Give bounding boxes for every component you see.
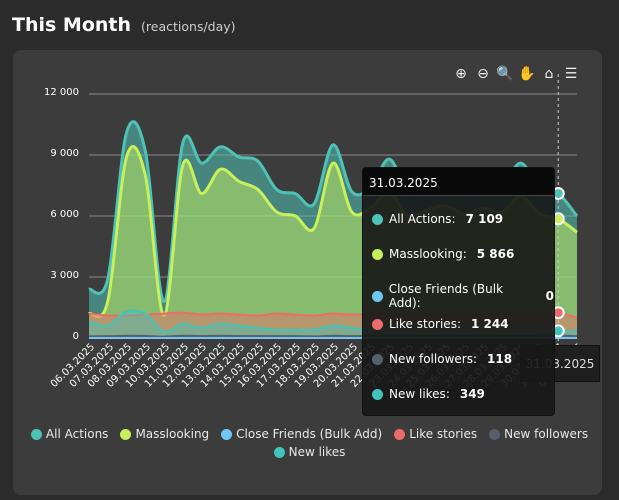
tooltip-series-dot (372, 388, 383, 400)
tooltip-row: New followers: 118 (372, 352, 512, 366)
menu-icon[interactable]: ☰ (564, 66, 578, 82)
y-tick-label: 3 000 (50, 270, 79, 281)
legend-dot (221, 428, 233, 440)
tooltip-series-dot (372, 290, 383, 302)
tooltip-series-label: Like stories: (389, 317, 461, 331)
tooltip-series-dot (372, 213, 383, 225)
y-tick-label: 6 000 (50, 209, 79, 220)
tooltip-series-value: 5 866 (476, 247, 515, 261)
legend-dot (394, 428, 406, 440)
tooltip-row: Masslooking: 5 866 (372, 247, 514, 261)
zoom-in-icon[interactable]: ⊕ (455, 66, 467, 82)
tooltip-series-dot (372, 353, 383, 365)
legend-label: Close Friends (Bulk Add) (236, 427, 383, 441)
tooltip-series-label: New followers: (389, 352, 477, 366)
chart-legend: All Actions Masslooking Close Friends (Bul… (0, 427, 619, 459)
zoom-out-icon[interactable]: ⊖ (477, 66, 489, 82)
selection-zoom-icon[interactable]: 🔍 (496, 66, 514, 82)
legend-label: All Actions (45, 427, 109, 441)
legend-dot (30, 428, 42, 440)
legend-label: New likes (288, 445, 346, 459)
legend-item-masslooking[interactable]: Masslooking (120, 427, 209, 441)
legend-item-all-actions[interactable]: All Actions (30, 427, 109, 441)
legend-dot (273, 446, 285, 458)
legend-item-like-stories[interactable]: Like stories (394, 427, 477, 441)
tooltip-series-label: New likes: (389, 387, 450, 401)
legend-dot (120, 428, 132, 440)
legend-dot (489, 428, 501, 440)
tooltip-series-value: 7 109 (465, 212, 504, 226)
page-subtitle: (reactions/day) (141, 19, 236, 34)
tooltip-row: All Actions: 7 109 (372, 212, 503, 226)
chart-header: This Month (reactions/day) (12, 14, 236, 36)
tooltip-date: 31.03.2025 (363, 168, 554, 196)
legend-label: New followers (504, 427, 589, 441)
legend-label: Masslooking (135, 427, 210, 441)
tooltip-series-label: All Actions: (389, 212, 456, 226)
tooltip-series-value: 118 (487, 352, 513, 366)
tooltip-series-dot (372, 248, 383, 260)
tooltip-series-value: 1 244 (470, 317, 509, 331)
y-tick-label: 9 000 (50, 148, 79, 159)
legend-label: Like stories (409, 427, 478, 441)
chart-tooltip: 31.03.2025 All Actions: 7 109 Masslooking:… (362, 167, 555, 416)
tooltip-series-label: Close Friends (Bulk Add): (388, 282, 504, 310)
y-tick-label: 12 000 (44, 87, 79, 98)
y-tick-label: 0 (72, 331, 79, 342)
chart-toolbar: ⊕ ⊖ 🔍 ✋ ⌂ ☰ (453, 66, 579, 82)
legend-item-new-likes[interactable]: New likes (273, 445, 346, 459)
tooltip-row: New likes: 349 (372, 387, 485, 401)
pan-hand-icon[interactable]: ✋ (518, 66, 536, 82)
legend-item-close-friends-bulk-add-[interactable]: Close Friends (Bulk Add) (221, 427, 382, 441)
tooltip-row: Close Friends (Bulk Add): 0 (372, 282, 554, 310)
tooltip-series-dot (372, 318, 383, 330)
tooltip-series-value: 349 (459, 387, 485, 401)
legend-item-new-followers[interactable]: New followers (489, 427, 588, 441)
tooltip-series-value: 0 (545, 289, 554, 303)
page-title: This Month (12, 14, 132, 36)
tooltip-series-label: Masslooking: (389, 247, 467, 261)
home-icon[interactable]: ⌂ (544, 66, 554, 82)
tooltip-row: Like stories: 1 244 (372, 317, 509, 331)
